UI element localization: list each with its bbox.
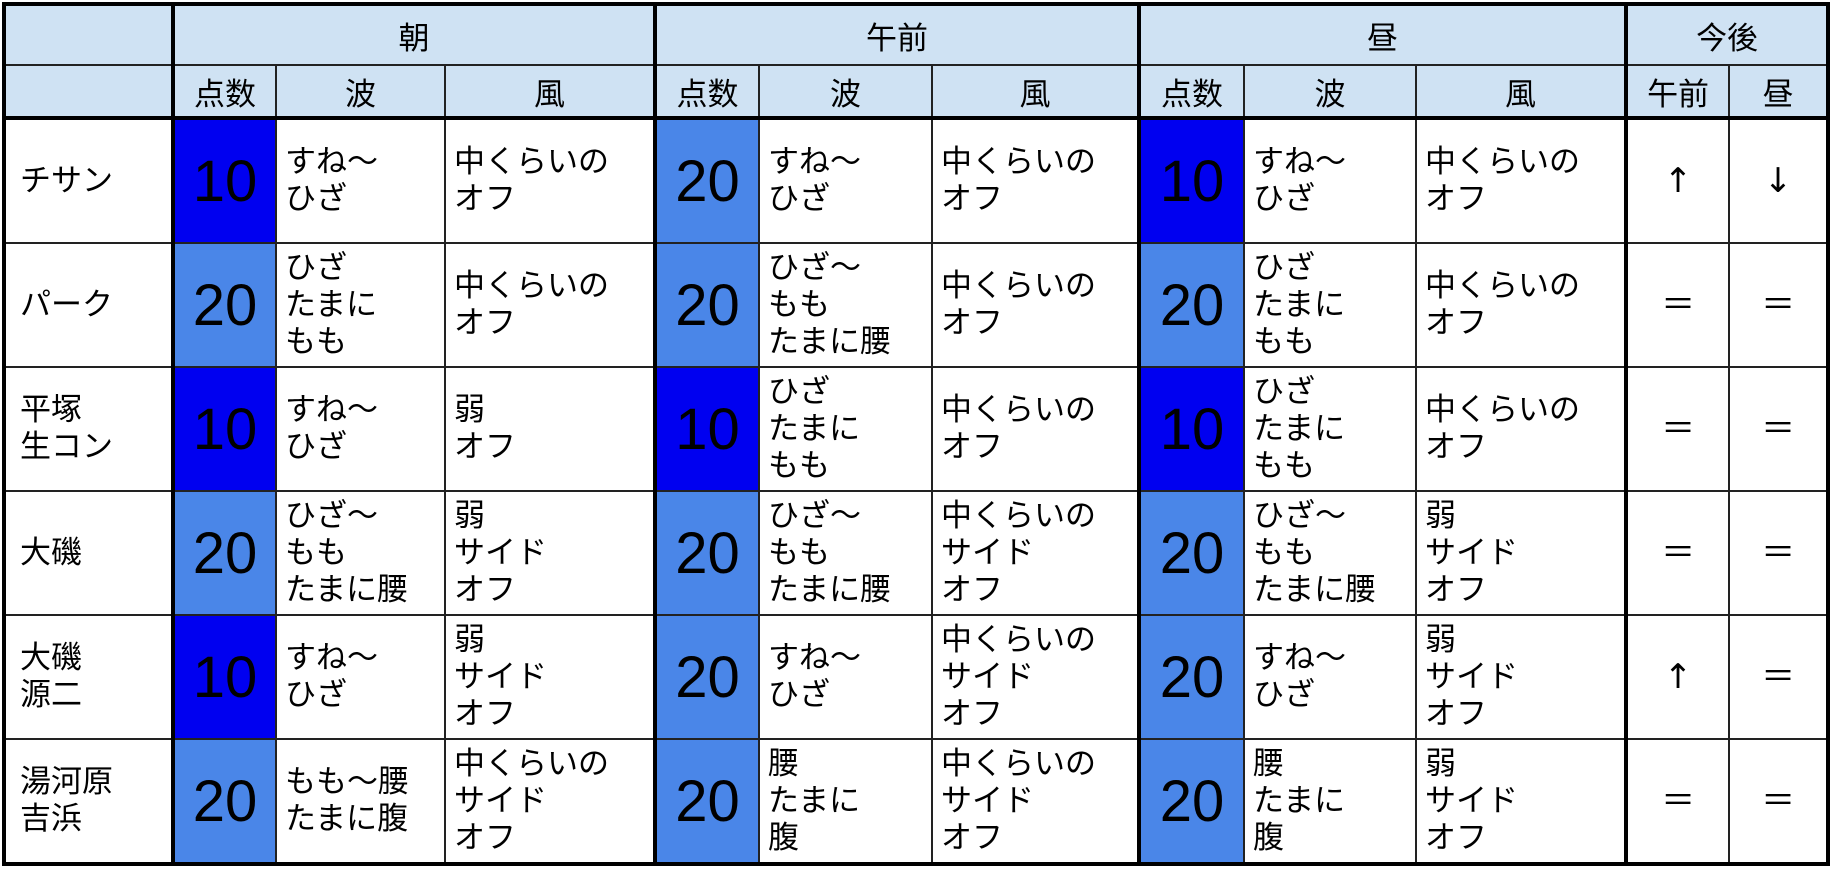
wave-cell: 腰 たまに 腹	[1243, 738, 1418, 865]
wave-cell: すね～ ひざ	[275, 117, 446, 244]
header-group-forenoon: 午前	[653, 3, 1141, 66]
score-cell: 20	[1137, 490, 1246, 616]
header-wave: 波	[1243, 64, 1418, 120]
wind-cell: 弱 サイド オフ	[1415, 490, 1628, 616]
score-cell: 20	[1137, 242, 1246, 368]
table-row: 大磯 20 ひざ～ もも たまに腰弱 サイド オフ 20 ひざ～ もも たまに腰 中くらい…	[3, 490, 1830, 616]
header-group-morning: 朝	[170, 3, 657, 66]
header-score: 点数	[171, 64, 277, 120]
wave-cell: すね～ ひざ	[1243, 614, 1418, 740]
score-cell: 10	[1137, 117, 1246, 244]
header-score: 点数	[1137, 64, 1246, 120]
score-cell: 20	[171, 738, 277, 865]
header-wave: 波	[758, 64, 934, 120]
trend-forenoon-cell: ＝	[1624, 366, 1731, 492]
header-wind: 風	[443, 64, 657, 120]
score-cell: 20	[1137, 738, 1246, 865]
wind-cell: 中くらいの オフ	[1415, 366, 1628, 492]
table-row: チサン 10 すね～ ひざ 中くらいの オフ 20 すね～ ひざ 中くらいの オフ 10 すね～…	[3, 117, 1830, 244]
spot-name: 湯河原 吉浜	[3, 738, 174, 865]
spot-name: 大磯 源二	[3, 614, 174, 740]
score-cell: 10	[653, 366, 761, 492]
spot-name: 平塚 生コン	[3, 366, 174, 492]
trend-forenoon-cell: ＝	[1624, 242, 1731, 368]
wave-cell: もも～腰 たまに腹	[275, 738, 446, 865]
header-wave: 波	[275, 64, 446, 120]
wind-cell: 中くらいの オフ	[931, 117, 1141, 244]
header-wind: 風	[931, 64, 1141, 120]
table-body: チサン 10 すね～ ひざ 中くらいの オフ 20 すね～ ひざ 中くらいの オフ 10 すね～…	[3, 117, 1830, 865]
wind-cell: 弱 サイド オフ	[1415, 614, 1628, 740]
score-cell: 20	[653, 738, 761, 865]
wave-cell: ひざ～ もも たまに腰	[758, 242, 934, 368]
score-cell: 20	[653, 242, 761, 368]
spot-name: チサン	[3, 117, 174, 244]
trend-forenoon-cell: ↑	[1624, 614, 1731, 740]
wind-cell: 中くらいの オフ	[931, 242, 1141, 368]
wind-cell: 中くらいの サイド オフ	[931, 738, 1141, 865]
wind-cell: 中くらいの サイド オフ	[931, 490, 1141, 616]
table-row: 平塚 生コン 10 すね～ ひざ弱 オフ 10 ひざ たまに もも 中くらいの オフ 10 ひ…	[3, 366, 1830, 492]
score-cell: 20	[1137, 614, 1246, 740]
wind-cell: 中くらいの オフ	[931, 366, 1141, 492]
wave-cell: ひざ～ もも たまに腰	[275, 490, 446, 616]
header-row-columns: 点数 波 風 点数 波 風 点数 波 風 午前 昼	[3, 64, 1830, 120]
header-row-groups: 朝 午前 昼 今後	[3, 3, 1830, 66]
trend-noon-cell: ＝	[1728, 490, 1830, 616]
wind-cell: 弱 サイド オフ	[1415, 738, 1628, 865]
wind-cell: 弱 サイド オフ	[443, 614, 657, 740]
wave-cell: すね～ ひざ	[758, 117, 934, 244]
wave-cell: すね～ ひざ	[1243, 117, 1418, 244]
header-corner	[3, 3, 174, 66]
spot-name: 大磯	[3, 490, 174, 616]
trend-noon-cell: ＝	[1728, 738, 1830, 865]
wind-cell: 中くらいの オフ	[1415, 242, 1628, 368]
wind-cell: 弱 オフ	[443, 366, 657, 492]
header-score: 点数	[653, 64, 761, 120]
trend-noon-cell: ↓	[1728, 117, 1830, 244]
score-cell: 20	[653, 117, 761, 244]
wind-cell: 中くらいの サイド オフ	[931, 614, 1141, 740]
header-outlook-forenoon: 午前	[1624, 64, 1731, 120]
header-group-outlook: 今後	[1624, 3, 1830, 66]
score-cell: 20	[171, 490, 277, 616]
score-cell: 20	[171, 242, 277, 368]
table-row: パーク 20 ひざ たまに もも 中くらいの オフ 20 ひざ～ もも たまに腰 中くらいの…	[3, 242, 1830, 368]
trend-noon-cell: ＝	[1728, 242, 1830, 368]
wave-cell: ひざ たまに もも	[275, 242, 446, 368]
score-cell: 20	[653, 490, 761, 616]
spot-name: パーク	[3, 242, 174, 368]
trend-noon-cell: ＝	[1728, 614, 1830, 740]
wave-cell: ひざ～ もも たまに腰	[758, 490, 934, 616]
header-wind: 風	[1415, 64, 1628, 120]
trend-forenoon-cell: ＝	[1624, 738, 1731, 865]
wind-cell: 中くらいの オフ	[443, 117, 657, 244]
surf-forecast-table: 朝 午前 昼 今後 点数 波 風 点数 波 風 点数 波 風 午前 昼 チサン 1…	[2, 2, 1830, 866]
wave-cell: すね～ ひざ	[275, 614, 446, 740]
wave-cell: すね～ ひざ	[275, 366, 446, 492]
score-cell: 10	[171, 117, 277, 244]
wave-cell: ひざ～ もも たまに腰	[1243, 490, 1418, 616]
score-cell: 10	[1137, 366, 1246, 492]
score-cell: 20	[653, 614, 761, 740]
wind-cell: 中くらいの オフ	[1415, 117, 1628, 244]
header-corner-sub	[3, 64, 174, 120]
wave-cell: 腰 たまに 腹	[758, 738, 934, 865]
table-row: 大磯 源二 10 すね～ ひざ弱 サイド オフ 20 すね～ ひざ 中くらいの サイド オ…	[3, 614, 1830, 740]
trend-forenoon-cell: ＝	[1624, 490, 1731, 616]
score-cell: 10	[171, 614, 277, 740]
trend-forenoon-cell: ↑	[1624, 117, 1731, 244]
wind-cell: 中くらいの サイド オフ	[443, 738, 657, 865]
header-group-noon: 昼	[1137, 3, 1628, 66]
wave-cell: すね～ ひざ	[758, 614, 934, 740]
table-row: 湯河原 吉浜 20 もも～腰 たまに腹 中くらいの サイド オフ 20 腰 たまに 腹中く…	[3, 738, 1830, 865]
header-outlook-noon: 昼	[1728, 64, 1830, 120]
wave-cell: ひざ たまに もも	[1243, 242, 1418, 368]
trend-noon-cell: ＝	[1728, 366, 1830, 492]
wave-cell: ひざ たまに もも	[1243, 366, 1418, 492]
score-cell: 10	[171, 366, 277, 492]
wind-cell: 中くらいの オフ	[443, 242, 657, 368]
wave-cell: ひざ たまに もも	[758, 366, 934, 492]
wind-cell: 弱 サイド オフ	[443, 490, 657, 616]
